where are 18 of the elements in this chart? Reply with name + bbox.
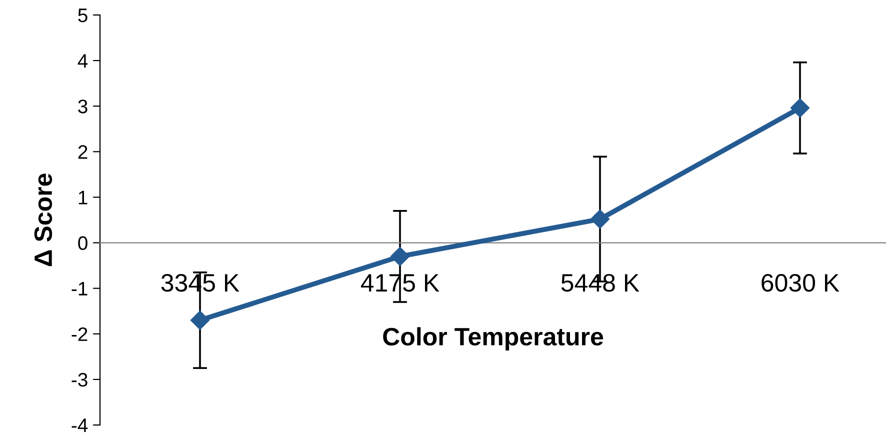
y-tick-label: 4 bbox=[78, 54, 88, 68]
y-tick-label: -1 bbox=[72, 282, 88, 296]
y-tick-label: 1 bbox=[78, 190, 88, 204]
y-tick-label: 3 bbox=[78, 100, 88, 114]
x-tick-label: 5448 K bbox=[561, 274, 640, 292]
y-tick-label: 5 bbox=[78, 8, 88, 22]
y-tick-label: -2 bbox=[72, 327, 88, 341]
point bbox=[590, 210, 610, 229]
point bbox=[390, 246, 410, 266]
point bbox=[790, 98, 810, 118]
y-tick-label: 2 bbox=[78, 145, 88, 159]
y-tick-label: -3 bbox=[72, 372, 88, 387]
x-axis-title: Color Temperature bbox=[383, 327, 604, 350]
x-tick-label: 6030 K bbox=[762, 274, 840, 292]
y-axis-title: Δ Score bbox=[34, 174, 52, 266]
point bbox=[190, 310, 210, 330]
y-tick-label: 0 bbox=[78, 236, 88, 250]
y-tick-label: -4 bbox=[72, 418, 88, 432]
